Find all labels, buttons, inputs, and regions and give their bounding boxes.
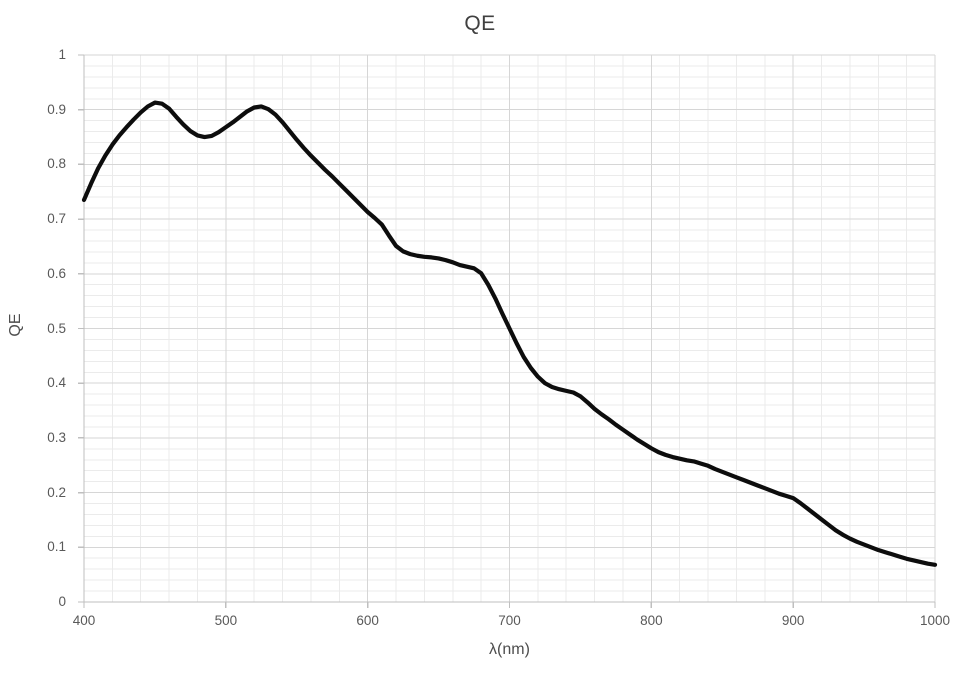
y-tick-label: 0 [58, 594, 66, 609]
y-tick-label: 0.4 [47, 375, 66, 391]
y-tick-label: 0.2 [47, 484, 66, 500]
x-tick-label: 1000 [919, 613, 951, 628]
qe-curve [81, 100, 938, 567]
x-tick-label: 900 [781, 613, 805, 628]
y-tick-label: 0.9 [47, 101, 66, 117]
y-tick-label: 0.5 [47, 320, 66, 336]
major-gridlines [83, 54, 936, 603]
y-tick-label: 0.1 [47, 539, 66, 555]
y-tick-label: 1 [58, 47, 66, 62]
y-tick-label: 0.6 [47, 265, 66, 281]
x-tick-label: 500 [214, 613, 238, 628]
y-tick-label: 0.3 [47, 429, 66, 445]
y-tick-label: 0.8 [47, 156, 66, 172]
x-tick-label: 700 [498, 613, 521, 628]
x-axis-title: λ(nm) [489, 641, 530, 658]
axis-tick-marks [78, 54, 936, 608]
x-tick-label: 600 [356, 613, 379, 628]
x-tick-label: 400 [72, 613, 96, 628]
x-tick-label: 800 [640, 613, 663, 628]
y-tick-label: 0.7 [47, 211, 66, 227]
chart-title: QE [464, 12, 496, 35]
